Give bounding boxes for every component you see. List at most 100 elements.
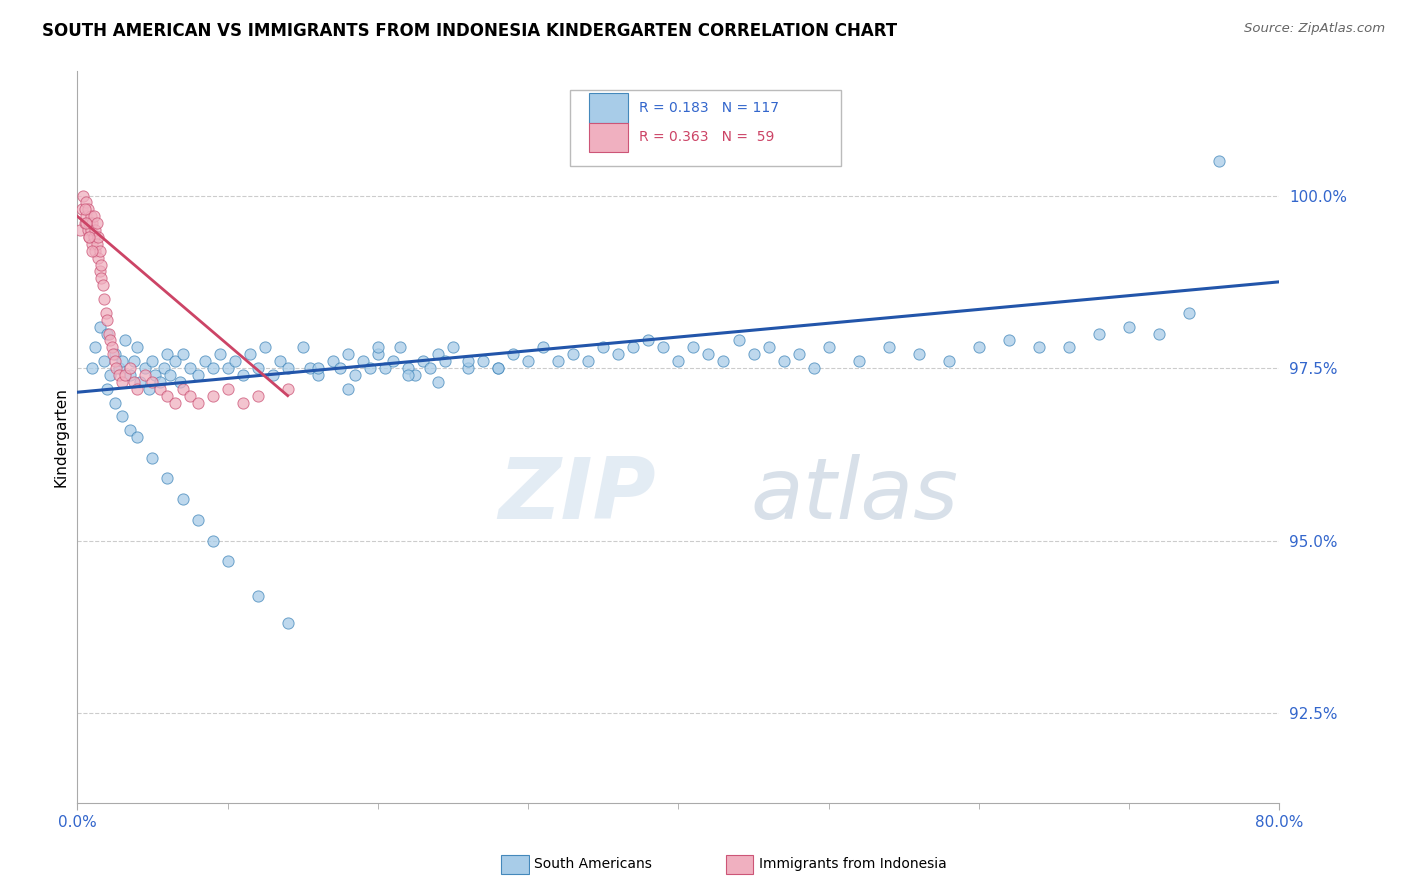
Point <box>127 430 149 444</box>
Point <box>277 361 299 376</box>
Point <box>127 340 149 354</box>
Point <box>291 340 314 354</box>
Point <box>652 340 675 354</box>
Point <box>84 340 107 354</box>
Text: Source: ZipAtlas.com: Source: ZipAtlas.com <box>1244 22 1385 36</box>
Point <box>145 368 167 382</box>
Point <box>329 361 352 376</box>
Point <box>96 312 118 326</box>
Point <box>76 223 98 237</box>
Point <box>83 209 105 223</box>
Point <box>94 306 117 320</box>
Point <box>84 223 107 237</box>
Point <box>742 347 765 361</box>
Text: R = 0.183   N = 117: R = 0.183 N = 117 <box>638 101 779 115</box>
Point <box>299 361 322 376</box>
Point <box>134 361 156 376</box>
Point <box>96 326 118 341</box>
Point <box>607 347 630 361</box>
Point <box>93 354 115 368</box>
Point <box>201 533 224 548</box>
Point <box>787 347 810 361</box>
Point <box>803 361 825 376</box>
Point <box>86 216 108 230</box>
Point <box>434 354 457 368</box>
Point <box>269 354 291 368</box>
Point <box>86 236 108 251</box>
Point <box>277 616 299 631</box>
Point <box>76 202 98 217</box>
Point <box>96 382 118 396</box>
Point <box>246 589 269 603</box>
Point <box>848 354 870 368</box>
Point <box>486 361 509 376</box>
Point <box>159 368 181 382</box>
Point <box>367 340 389 354</box>
Point <box>149 375 172 389</box>
Point <box>217 382 239 396</box>
Point <box>69 223 91 237</box>
Point <box>998 334 1021 348</box>
Point <box>91 278 114 293</box>
Point <box>201 361 224 376</box>
Point <box>118 423 141 437</box>
Point <box>83 230 105 244</box>
Point <box>457 354 479 368</box>
Point <box>427 375 450 389</box>
Point <box>246 361 269 376</box>
Point <box>396 361 419 376</box>
Point <box>70 202 93 217</box>
Point <box>100 368 122 382</box>
Point <box>89 264 111 278</box>
Point <box>668 354 690 368</box>
Point <box>111 354 134 368</box>
Point <box>277 382 299 396</box>
Point <box>344 368 367 382</box>
Point <box>141 375 163 389</box>
Point <box>82 361 104 376</box>
Point <box>1149 326 1171 341</box>
Point <box>89 244 111 258</box>
Point <box>134 368 156 382</box>
Point <box>697 347 720 361</box>
Point <box>217 554 239 568</box>
Point <box>232 395 254 409</box>
Point <box>209 347 232 361</box>
Point <box>239 347 262 361</box>
Point <box>186 368 209 382</box>
Point <box>262 368 284 382</box>
Point <box>576 354 599 368</box>
Point <box>169 375 191 389</box>
Point <box>75 195 97 210</box>
Point <box>163 354 186 368</box>
Point <box>79 230 101 244</box>
Point <box>75 216 97 230</box>
Point <box>307 368 329 382</box>
Point <box>531 340 554 354</box>
Point <box>114 334 136 348</box>
Point <box>441 340 464 354</box>
Point <box>84 244 107 258</box>
Point <box>186 513 209 527</box>
Point <box>352 354 374 368</box>
Point <box>82 244 104 258</box>
Point <box>80 223 103 237</box>
Bar <box>725 855 754 873</box>
Point <box>517 354 540 368</box>
Point <box>104 347 127 361</box>
Point <box>72 188 94 202</box>
Point <box>1028 340 1050 354</box>
FancyBboxPatch shape <box>589 94 628 122</box>
Point <box>307 361 329 376</box>
Point <box>87 251 110 265</box>
Point <box>621 340 644 354</box>
Point <box>502 347 524 361</box>
Point <box>127 382 149 396</box>
Point <box>79 230 101 244</box>
Point <box>938 354 960 368</box>
Point <box>114 368 136 382</box>
Point <box>138 382 160 396</box>
Point <box>404 368 426 382</box>
Point <box>87 230 110 244</box>
Point <box>389 340 412 354</box>
